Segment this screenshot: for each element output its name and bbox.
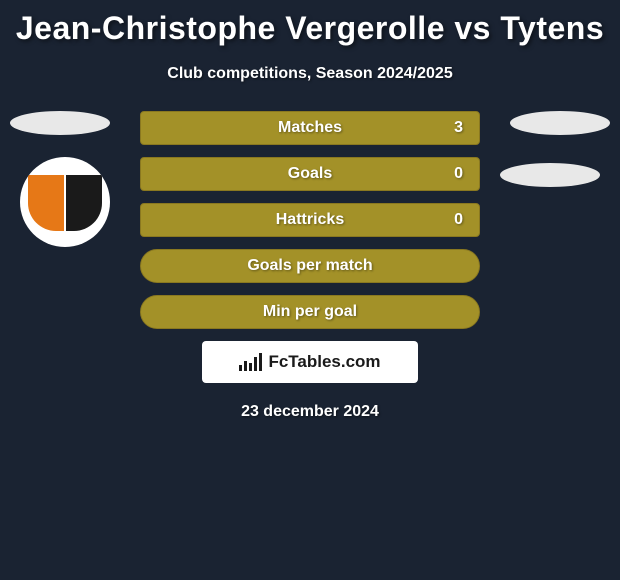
stat-label: Hattricks bbox=[276, 211, 344, 229]
site-logo: FcTables.com bbox=[202, 341, 418, 383]
stat-label: Min per goal bbox=[263, 303, 357, 321]
badge-left-half bbox=[28, 175, 64, 231]
stat-label: Goals per match bbox=[247, 257, 372, 275]
stat-value: 0 bbox=[454, 211, 463, 229]
stat-row-goals-per-match: Goals per match bbox=[140, 249, 480, 283]
player-left-oval bbox=[10, 111, 110, 135]
page-title: Jean-Christophe Vergerolle vs Tytens bbox=[0, 0, 620, 47]
date-text: 23 december 2024 bbox=[0, 403, 620, 421]
club-badge: ♛ bbox=[20, 157, 120, 249]
stat-row-min-per-goal: Min per goal bbox=[140, 295, 480, 329]
stat-row-hattricks: Hattricks 0 bbox=[140, 203, 480, 237]
player-right-oval-1 bbox=[510, 111, 610, 135]
stat-rows: Matches 3 Goals 0 Hattricks 0 Goals per … bbox=[140, 111, 480, 329]
chart-icon bbox=[239, 353, 262, 371]
player-right-oval-2 bbox=[500, 163, 600, 187]
stat-label: Goals bbox=[288, 165, 332, 183]
page-subtitle: Club competitions, Season 2024/2025 bbox=[0, 65, 620, 83]
stat-row-matches: Matches 3 bbox=[140, 111, 480, 145]
stat-value: 3 bbox=[454, 119, 463, 137]
stat-label: Matches bbox=[278, 119, 342, 137]
logo-text: FcTables.com bbox=[268, 352, 380, 372]
club-badge-circle bbox=[20, 157, 110, 247]
badge-right-half bbox=[66, 175, 102, 231]
content-area: ♛ Matches 3 Goals 0 Hattricks 0 Goals pe… bbox=[0, 111, 620, 421]
stat-row-goals: Goals 0 bbox=[140, 157, 480, 191]
stat-value: 0 bbox=[454, 165, 463, 183]
